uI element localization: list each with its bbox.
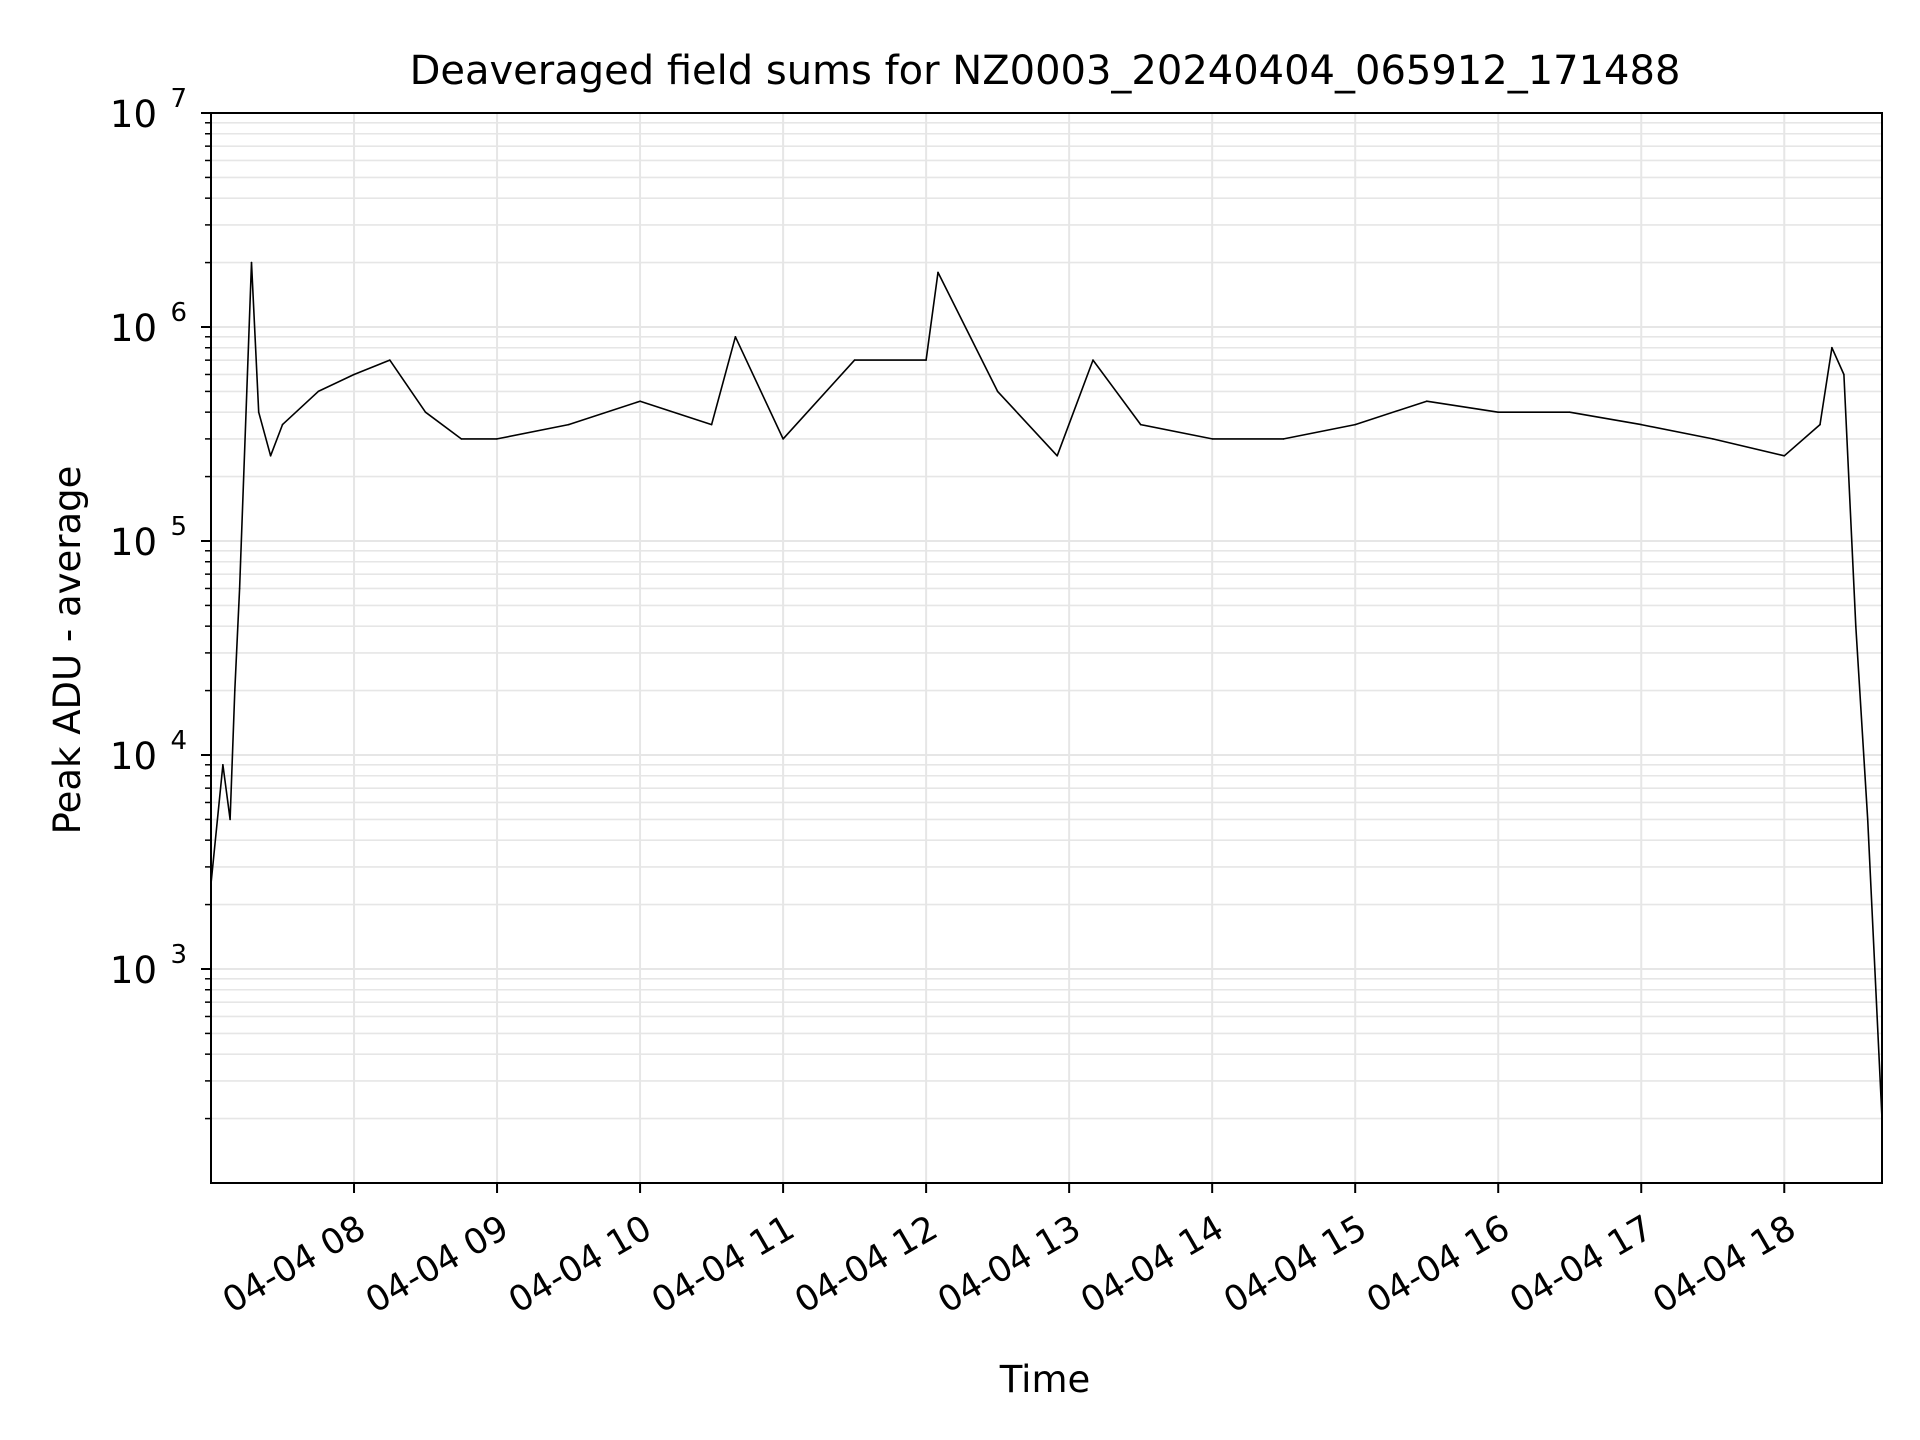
- data-point: [1139, 423, 1142, 426]
- data-point: [1843, 373, 1845, 376]
- y-axis: 10 3 10 4 10 5 10 6 10 7: [110, 84, 211, 1120]
- data-point: [234, 689, 236, 692]
- data-point: [853, 359, 856, 361]
- series-line-group: [210, 261, 1883, 1120]
- plot-frame: [210, 112, 1883, 1184]
- y-tick-exponent: 5: [170, 512, 187, 542]
- y-tick-label: 10: [110, 93, 157, 136]
- y-tick-exponent: 4: [170, 726, 187, 756]
- x-tick-label: 04-04 13: [931, 1208, 1087, 1321]
- data-point: [496, 438, 498, 440]
- data-point: [424, 411, 427, 414]
- data-point: [1819, 423, 1821, 426]
- data-point: [250, 261, 253, 264]
- data-point: [1831, 346, 1833, 349]
- chart-title: Deaveraged field sums for NZ0003_2024040…: [410, 48, 1681, 94]
- y-axis-label: Peak ADU - average: [46, 466, 89, 835]
- data-point: [734, 336, 737, 338]
- x-tick-label: 04-04 16: [1360, 1208, 1516, 1321]
- data-point: [1855, 625, 1857, 627]
- data-point: [257, 411, 260, 414]
- data-point: [639, 400, 641, 403]
- data-point: [229, 818, 231, 821]
- data-point: [1354, 423, 1356, 426]
- data-point: [1497, 411, 1499, 414]
- data-point: [925, 359, 927, 361]
- data-point: [246, 390, 248, 393]
- data-point: [389, 359, 391, 361]
- data-point: [567, 423, 570, 426]
- data-point: [1092, 359, 1094, 361]
- data-point: [996, 390, 999, 393]
- data-point: [238, 587, 241, 590]
- y-tick-label: 10: [110, 735, 157, 778]
- data-point: [317, 390, 320, 393]
- data-point: [1425, 400, 1428, 403]
- y-tick-exponent: 3: [170, 940, 187, 970]
- data-point: [782, 438, 784, 440]
- y-tick-exponent: 6: [170, 298, 187, 328]
- data-point: [1282, 438, 1285, 440]
- grid: [211, 113, 1882, 1184]
- x-tick-label: 04-04 15: [1217, 1208, 1373, 1321]
- data-point: [937, 271, 939, 274]
- data-point: [1211, 438, 1213, 440]
- x-tick-label: 04-04 08: [216, 1208, 372, 1321]
- data-point: [1866, 818, 1869, 821]
- data-point: [460, 438, 463, 440]
- y-tick-exponent: 7: [170, 84, 187, 114]
- data-point: [1640, 423, 1642, 426]
- x-tick-label: 04-04 17: [1503, 1208, 1659, 1321]
- data-point: [281, 423, 284, 426]
- x-tick-label: 04-04 18: [1646, 1208, 1802, 1321]
- x-tick-label: 04-04 09: [359, 1208, 515, 1321]
- y-tick-label: 10: [110, 521, 157, 564]
- x-tick-label: 04-04 11: [645, 1208, 801, 1321]
- x-axis-label: Time: [999, 1358, 1091, 1401]
- data-point: [1783, 455, 1786, 457]
- data-point: [269, 455, 272, 457]
- y-tick-label: 10: [110, 307, 157, 350]
- data-point: [1056, 455, 1058, 457]
- data-point: [1568, 411, 1571, 414]
- data-point: [353, 373, 355, 376]
- data-point: [710, 423, 713, 426]
- y-tick-label: 10: [110, 949, 157, 992]
- x-tick-label: 04-04 10: [502, 1208, 658, 1321]
- x-tick-label: 04-04 12: [788, 1208, 944, 1321]
- data-point: [1712, 438, 1714, 440]
- data-point: [222, 764, 224, 766]
- x-tick-label: 04-04 14: [1074, 1208, 1230, 1321]
